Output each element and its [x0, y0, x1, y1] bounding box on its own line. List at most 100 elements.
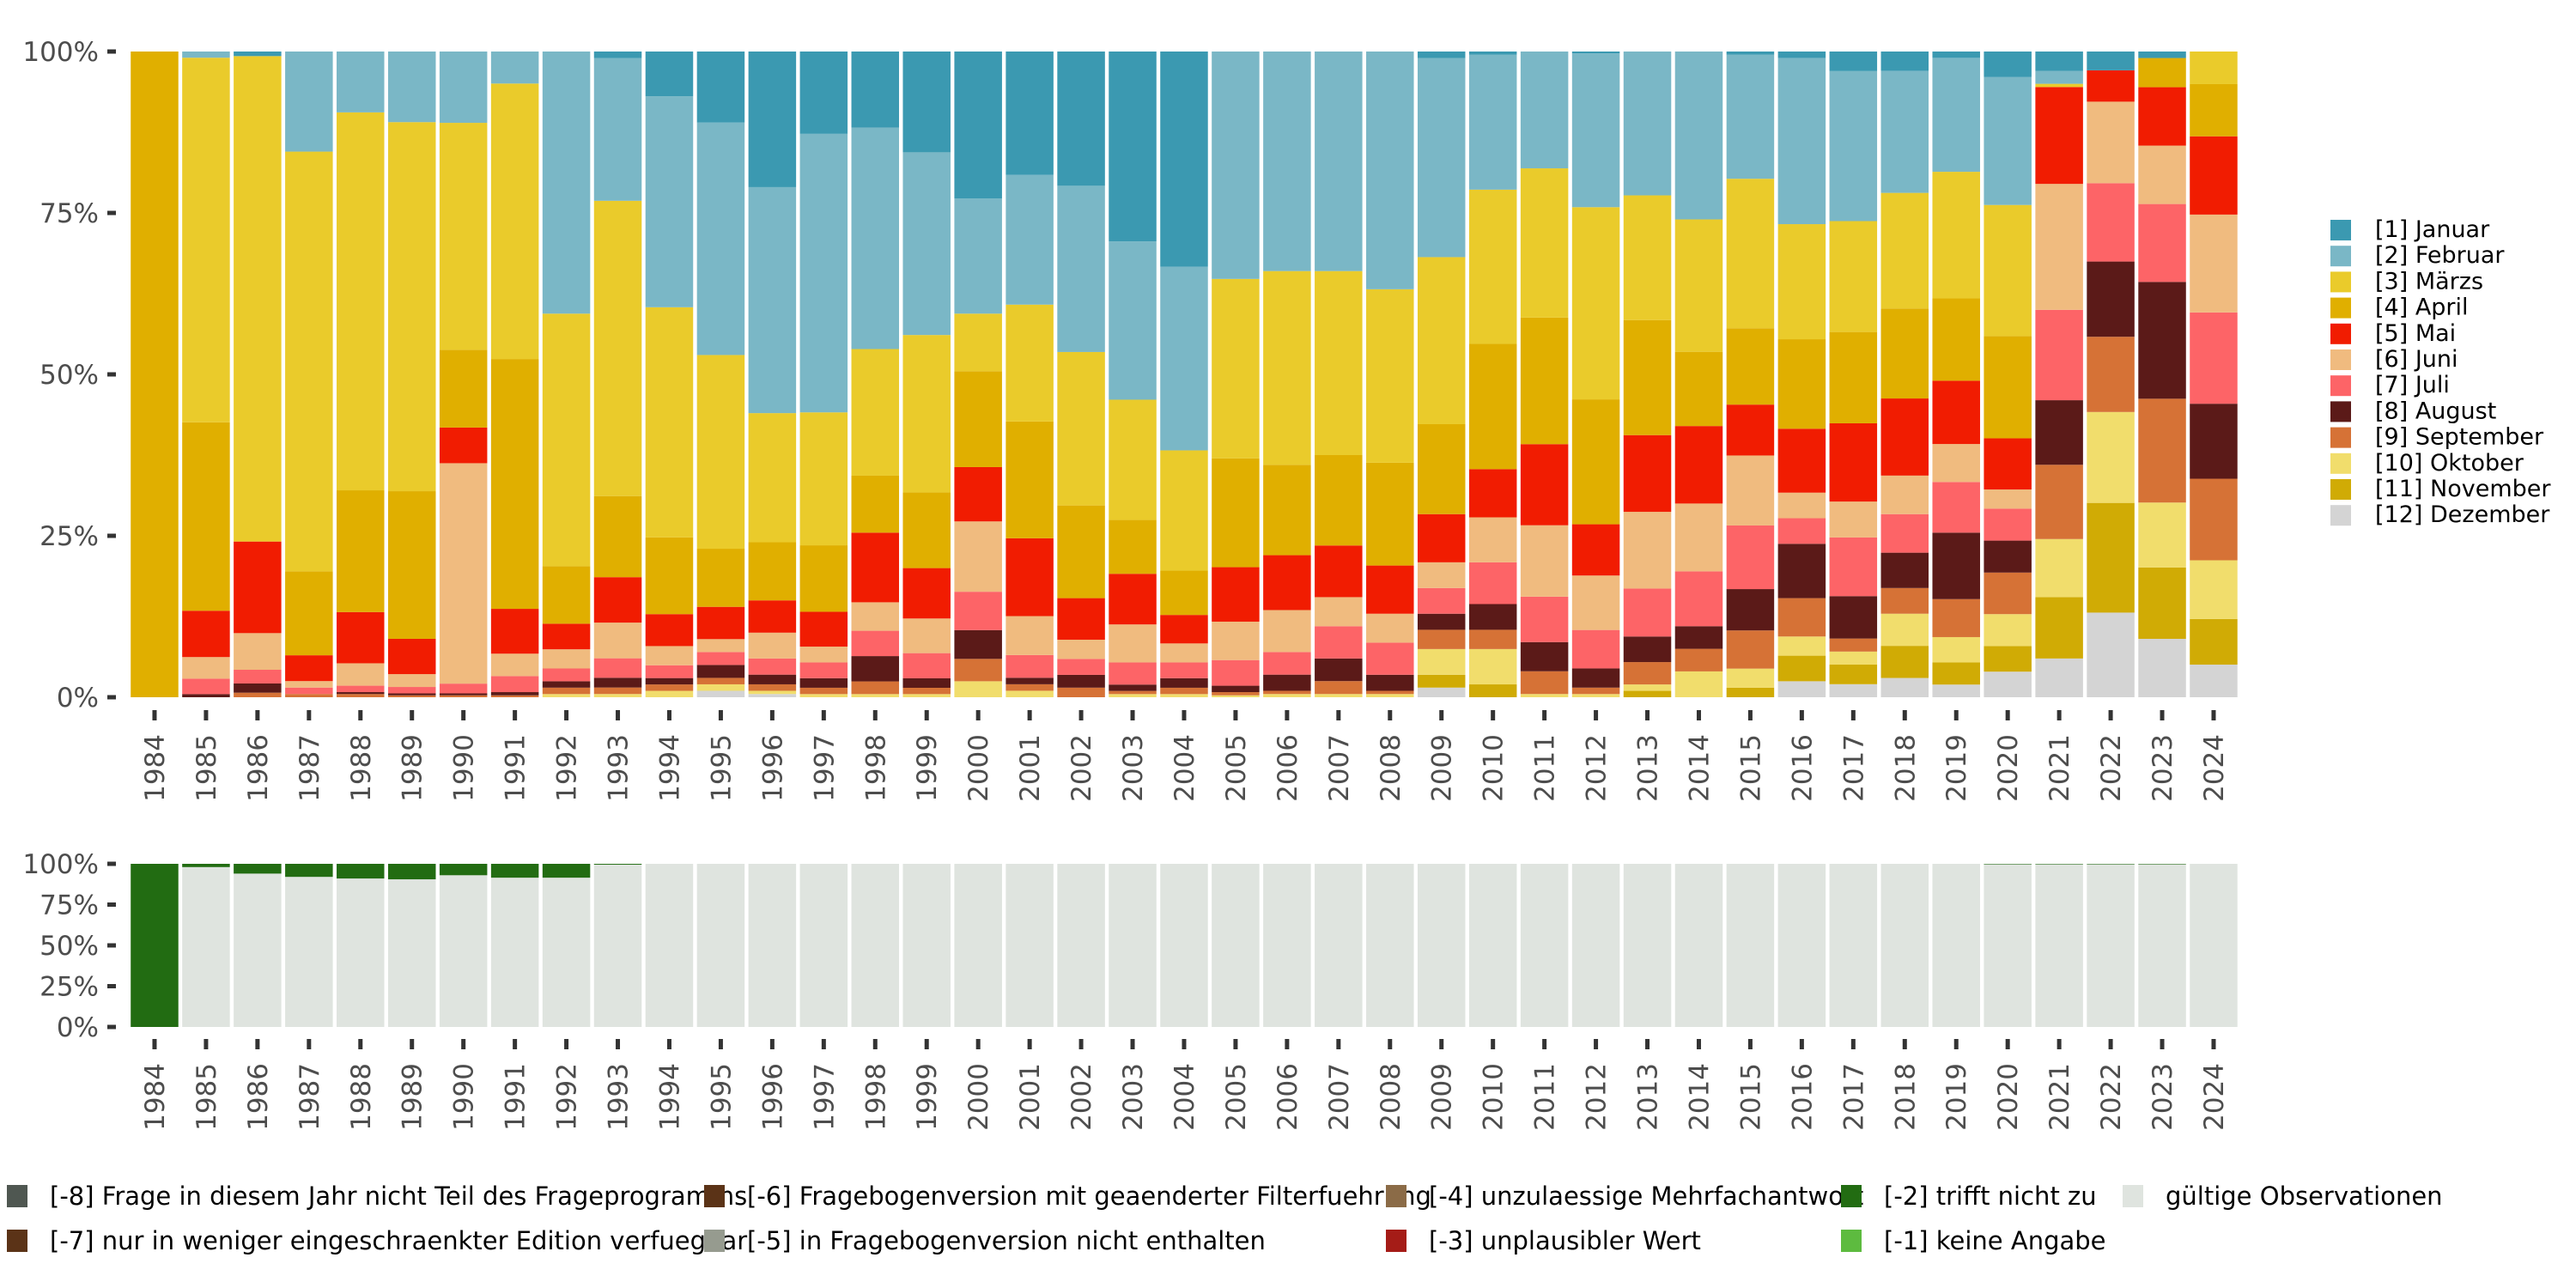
bar-segment-2011-6: [1520, 525, 1569, 597]
bar-segment-2003-9: [1109, 864, 1157, 1027]
bar-segment-2020-11: [1984, 646, 2032, 672]
bar-segment-2007-8: [1315, 658, 1363, 682]
bar-segment-2022-7: [2087, 864, 2135, 865]
bar-segment-1994-9: [645, 864, 694, 1027]
x-tick-mark: [1285, 710, 1290, 720]
x-tick-label: 1992: [552, 1063, 583, 1131]
bar-segment-1988-9: [337, 878, 385, 1027]
bar-segment-2014-3: [1674, 219, 1723, 352]
x-tick-label: 2022: [2096, 1063, 2127, 1131]
bar-segment-2021-8: [2035, 400, 2083, 465]
bar-segment-2007-6: [1315, 597, 1363, 627]
bar-segment-1998-3: [851, 349, 900, 476]
bar-segment-2016-1: [1777, 52, 1826, 58]
bar-segment-1996-4: [748, 542, 797, 601]
legend-key-code-9: [2123, 1185, 2143, 1207]
bar-segment-1998-2: [851, 127, 900, 349]
bar-segment-2018-1: [1880, 52, 1929, 71]
bar-segment-2010-6: [1468, 517, 1517, 562]
x-tick-label: 1993: [604, 734, 635, 802]
bar-segment-2012-10: [1571, 694, 1620, 697]
bar-segment-1993-2: [593, 58, 642, 201]
bar-segment-2017-8: [1829, 596, 1878, 639]
missing-codes-legend: [-8] Frage in diesem Jahr nicht Teil des…: [7, 1182, 2443, 1255]
bar-segment-2007-3: [1315, 270, 1363, 455]
bar-segment-2002-2: [1057, 185, 1105, 352]
x-tick-mark: [769, 1039, 775, 1049]
legend-key-month-7: [2330, 375, 2351, 397]
x-tick-mark: [307, 1039, 312, 1049]
bar-segment-2000-9: [954, 659, 1002, 682]
bar-segment-1993-3: [593, 200, 642, 496]
bar-segment-2016-9: [1777, 598, 1826, 637]
x-tick-mark: [616, 710, 621, 720]
legend-key-month-1: [2330, 220, 2351, 240]
x-tick-label: 2004: [1170, 734, 1200, 802]
bar-segment-1985-6: [182, 657, 230, 679]
bar-segment-2022-9: [2087, 337, 2135, 412]
x-tick-label: 2011: [1530, 1063, 1561, 1131]
bar-segment-1989-3: [387, 122, 436, 492]
x-tick-label: 2020: [1993, 734, 2024, 802]
bar-segment-2020-7: [1984, 864, 2032, 865]
bar-segment-1992-7: [542, 864, 591, 878]
bar-segment-2015-5: [1726, 404, 1775, 456]
bar-segment-2017-7: [1829, 537, 1878, 597]
bar-segment-2013-10: [1623, 684, 1672, 691]
bar-segment-1985-9: [182, 866, 230, 1027]
bar-segment-1987-3: [285, 151, 333, 572]
bar-segment-1987-6: [285, 681, 333, 688]
x-tick-label: 2024: [2199, 734, 2230, 802]
x-tick-label: 1991: [501, 1063, 532, 1131]
x-tick-mark: [204, 710, 209, 720]
legend-label-month-4: [4] April: [2375, 295, 2469, 321]
bar-segment-2010-11: [1468, 684, 1517, 697]
bar-segment-2000-6: [954, 521, 1002, 592]
x-tick-mark: [975, 710, 981, 720]
x-tick-label: 1993: [604, 1063, 635, 1131]
bar-segment-1996-1: [748, 52, 797, 187]
bar-segment-2004-7: [1160, 662, 1208, 678]
legend-label-code-6: [-3] unplausibler Wert: [1429, 1226, 1701, 1255]
bar-segment-1991-9: [490, 695, 539, 697]
bar-segment-2003-5: [1109, 574, 1157, 625]
bar-segment-2022-5: [2087, 70, 2135, 102]
bar-segment-2018-8: [1880, 552, 1929, 588]
bar-segment-2012-9: [1571, 687, 1620, 695]
x-tick-label: 2016: [1787, 734, 1818, 802]
bar-segment-2016-11: [1777, 655, 1826, 682]
x-tick-mark: [2211, 710, 2216, 720]
x-tick-label: 2009: [1427, 734, 1458, 802]
x-tick-label: 2024: [2199, 1063, 2230, 1131]
bar-segment-2011-7: [1520, 596, 1569, 642]
bar-segment-1996-5: [748, 600, 797, 633]
bar-segment-1996-9: [748, 683, 797, 691]
bar-segment-2020-4: [1984, 336, 2032, 439]
bar-segment-2016-6: [1777, 492, 1826, 519]
bar-segment-1995-9: [696, 677, 745, 684]
bar-segment-1991-2: [490, 52, 539, 84]
legend-key-code-3: [704, 1185, 725, 1207]
x-tick-label: 1984: [140, 1063, 171, 1131]
bar-segment-1988-4: [337, 490, 385, 612]
x-tick-label: 1996: [757, 734, 788, 802]
bar-segment-2006-5: [1263, 555, 1311, 611]
bar-segment-1990-9: [439, 695, 488, 697]
legend-key-month-6: [2330, 349, 2351, 370]
x-tick-label: 2006: [1273, 1063, 1303, 1131]
bar-segment-2008-6: [1366, 613, 1414, 643]
bar-segment-2006-9: [1263, 864, 1311, 1027]
bar-segment-2022-8: [2087, 261, 2135, 337]
bar-segment-2014-10: [1674, 671, 1723, 697]
bar-segment-2009-2: [1417, 58, 1466, 258]
bar-segment-2002-3: [1057, 351, 1105, 506]
bar-segment-2009-7: [1417, 587, 1466, 614]
bar-segment-2020-10: [1984, 614, 2032, 647]
bar-segment-2004-1: [1160, 52, 1208, 267]
x-tick-mark: [821, 710, 826, 720]
y-tick-mark: [107, 861, 116, 866]
x-tick-label: 2003: [1118, 1063, 1149, 1131]
x-tick-label: 2002: [1066, 1063, 1097, 1131]
bar-segment-1992-8: [542, 681, 591, 688]
x-tick-label: 2018: [1890, 1063, 1921, 1131]
